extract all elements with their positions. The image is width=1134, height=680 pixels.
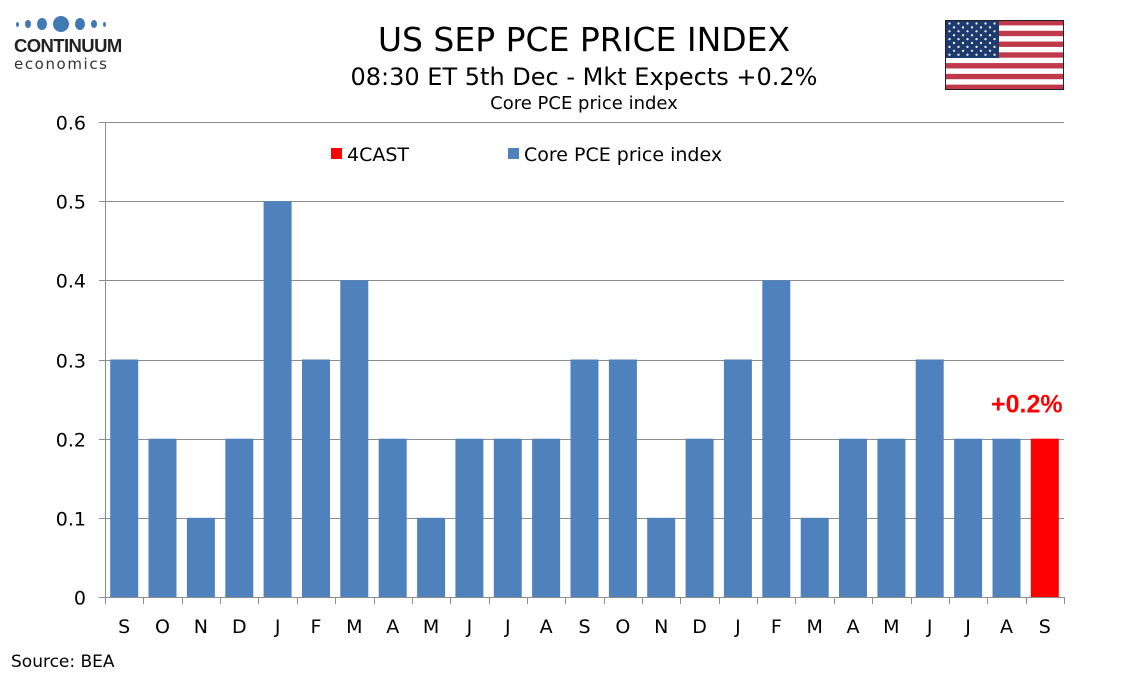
bar-core-pce-price-index-21 bbox=[915, 359, 944, 597]
x-tick-label: S bbox=[578, 616, 590, 638]
chart-subtitle: 08:30 ET 5th Dec - Mkt Expects +0.2% bbox=[350, 63, 818, 91]
legend-swatch-4cast bbox=[331, 148, 342, 159]
logo-name: CONTINUUM bbox=[14, 35, 122, 56]
bar-core-pce-price-index-15 bbox=[685, 438, 714, 597]
logo-subtitle: economics bbox=[14, 55, 109, 73]
legend-label-4cast: 4CAST bbox=[347, 144, 409, 166]
bar-core-pce-price-index-10 bbox=[493, 438, 522, 597]
us-flag-icon bbox=[945, 20, 1064, 90]
x-tick-label: O bbox=[615, 616, 630, 638]
x-tick-label: N bbox=[654, 616, 668, 638]
x-tick-label: J bbox=[926, 616, 933, 638]
y-tick-label: 0.3 bbox=[56, 351, 86, 373]
bar-core-pce-price-index-14 bbox=[647, 517, 676, 597]
forecast-annotation: +0.2% bbox=[991, 391, 1063, 419]
x-tick-label: F bbox=[311, 616, 322, 638]
x-tick-label: S bbox=[1039, 616, 1051, 638]
bar-core-pce-price-index-18 bbox=[800, 517, 829, 597]
bar-core-pce-price-index-16 bbox=[723, 359, 752, 597]
source-note: Source: BEA bbox=[11, 652, 115, 672]
y-tick-label: 0.4 bbox=[56, 271, 86, 293]
bar-core-pce-price-index-17 bbox=[762, 280, 791, 597]
bar-4cast-24 bbox=[1030, 438, 1059, 597]
bar-core-pce-price-index-4 bbox=[263, 201, 292, 597]
bar-core-pce-price-index-9 bbox=[455, 438, 484, 597]
x-tick-label: M bbox=[806, 616, 822, 638]
x-tick-label: M bbox=[883, 616, 899, 638]
y-tick-label: 0.6 bbox=[56, 113, 86, 135]
bar-core-pce-price-index-5 bbox=[302, 359, 330, 597]
bar-core-pce-price-index-2 bbox=[186, 517, 215, 597]
y-axis: 0 0.1 0.2 0.3 0.4 0.5 0.6 bbox=[56, 113, 106, 610]
bar-core-pce-price-index-23 bbox=[992, 438, 1021, 597]
bars bbox=[110, 201, 1059, 597]
bar-core-pce-price-index-0 bbox=[110, 359, 139, 597]
x-tick-label: S bbox=[118, 616, 130, 638]
annotations: +0.2% bbox=[991, 391, 1063, 419]
bar-core-pce-price-index-22 bbox=[954, 438, 983, 597]
x-tick-label: A bbox=[540, 616, 553, 638]
y-tick-label: 0.2 bbox=[56, 430, 86, 452]
x-tick-label: J bbox=[964, 616, 971, 638]
legend-swatch-core-pce bbox=[508, 148, 519, 159]
chart-title: US SEP PCE PRICE INDEX bbox=[377, 20, 791, 59]
x-tick-label: D bbox=[232, 616, 247, 638]
x-tick-label: J bbox=[504, 616, 511, 638]
bar-core-pce-price-index-12 bbox=[570, 359, 599, 597]
x-tick-label: A bbox=[847, 616, 860, 638]
legend-label-core-pce: Core PCE price index bbox=[524, 144, 722, 166]
x-tick-label: M bbox=[346, 616, 362, 638]
x-tick-label: O bbox=[155, 616, 170, 638]
y-tick-label: 0 bbox=[74, 588, 86, 610]
bar-core-pce-price-index-7 bbox=[378, 438, 407, 597]
logo-dots-icon bbox=[14, 14, 134, 34]
continuum-logo: CONTINUUM economics bbox=[14, 14, 134, 72]
bar-core-pce-price-index-3 bbox=[225, 438, 254, 597]
legend: 4CAST Core PCE price index bbox=[331, 144, 722, 166]
x-tick-label: J bbox=[466, 616, 473, 638]
bar-core-pce-price-index-20 bbox=[877, 438, 906, 597]
bar-core-pce-price-index-6 bbox=[340, 280, 369, 597]
chart-series-title: Core PCE price index bbox=[490, 93, 678, 114]
bar-core-pce-price-index-13 bbox=[608, 359, 637, 597]
x-tick-label: J bbox=[274, 616, 281, 638]
bar-core-pce-price-index-1 bbox=[148, 438, 177, 597]
x-tick-label: N bbox=[194, 616, 208, 638]
y-tick-label: 0.5 bbox=[56, 192, 86, 214]
x-tick-label: D bbox=[692, 616, 707, 638]
bar-core-pce-price-index-19 bbox=[839, 438, 867, 597]
x-tick-label: F bbox=[771, 616, 782, 638]
bar-core-pce-price-index-8 bbox=[417, 517, 446, 597]
y-tick-label: 0.1 bbox=[56, 509, 86, 531]
x-tick-label: M bbox=[423, 616, 439, 638]
x-tick-label: J bbox=[734, 616, 741, 638]
x-tick-label: A bbox=[386, 616, 399, 638]
bar-core-pce-price-index-11 bbox=[532, 438, 561, 597]
x-tick-label: A bbox=[1000, 616, 1013, 638]
